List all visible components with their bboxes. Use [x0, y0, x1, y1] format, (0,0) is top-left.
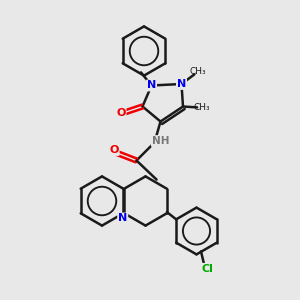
- Text: N: N: [177, 79, 186, 89]
- Text: N: N: [118, 213, 127, 224]
- Text: CH₃: CH₃: [190, 68, 206, 76]
- Text: O: O: [109, 145, 119, 155]
- Text: O: O: [116, 107, 126, 118]
- Text: Cl: Cl: [202, 264, 214, 274]
- Text: N: N: [147, 80, 156, 91]
- Text: CH₃: CH₃: [193, 103, 210, 112]
- Text: NH: NH: [152, 136, 169, 146]
